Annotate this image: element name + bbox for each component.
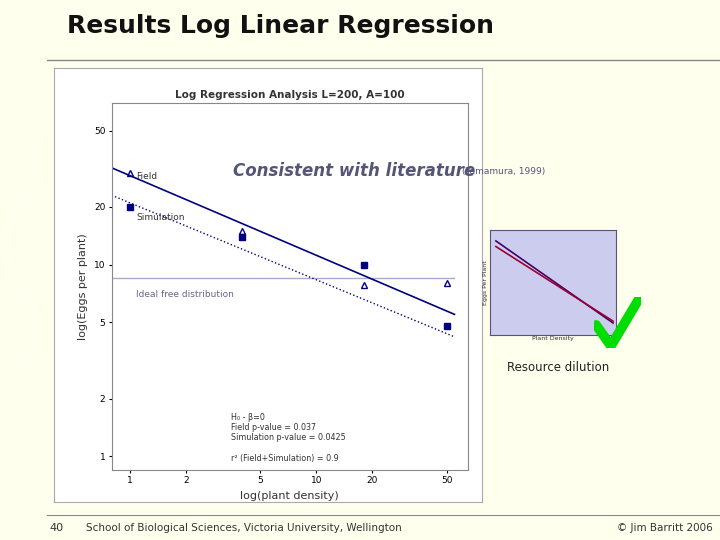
Text: Field: Field — [136, 172, 157, 181]
Text: (Yamamura, 1999): (Yamamura, 1999) — [462, 167, 545, 176]
Text: Resource dilution: Resource dilution — [507, 361, 609, 374]
Text: Ideal free distribution: Ideal free distribution — [136, 289, 234, 299]
Text: 40: 40 — [49, 523, 63, 533]
Text: Results Log Linear Regression: Results Log Linear Regression — [67, 14, 494, 38]
Text: School of Biological Sciences, Victoria University, Wellington: School of Biological Sciences, Victoria … — [86, 523, 402, 533]
Text: © Jim Barritt 2006: © Jim Barritt 2006 — [617, 523, 713, 533]
X-axis label: Plant Density: Plant Density — [532, 336, 573, 341]
Y-axis label: Eggs Per Plant: Eggs Per Plant — [483, 260, 488, 305]
X-axis label: log(plant density): log(plant density) — [240, 491, 339, 501]
Text: Consistent with literature: Consistent with literature — [233, 163, 475, 180]
Text: H₀ - β=0
Field p-value = 0.037
Simulation p-value = 0.0425

r² (Field+Simulation: H₀ - β=0 Field p-value = 0.037 Simulatio… — [231, 413, 346, 463]
Y-axis label: log(Eggs per plant): log(Eggs per plant) — [78, 233, 89, 340]
Title: Log Regression Analysis L=200, A=100: Log Regression Analysis L=200, A=100 — [175, 90, 405, 100]
Text: Simulation: Simulation — [136, 213, 184, 222]
